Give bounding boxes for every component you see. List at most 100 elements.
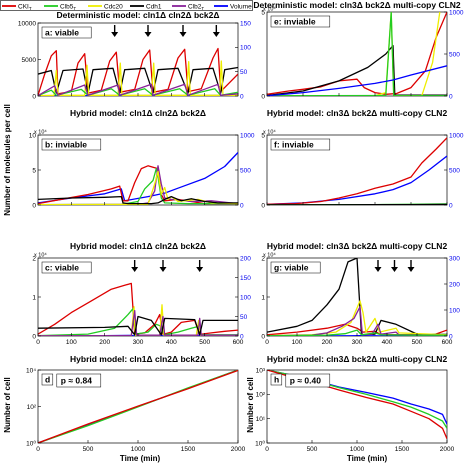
panel-label-b: b: inviable	[45, 140, 87, 150]
ytick-label-a-1: 5000	[22, 57, 37, 64]
series-line-a-3	[38, 60, 238, 96]
y2tick-label-c-2: 100	[240, 294, 251, 301]
panel-b: Hybrid model: cln1Δ cln2Δ bck2Δ 0 5 10x 10⁴…	[29, 108, 255, 209]
panel-label-c: c: viable	[45, 263, 79, 273]
xtick-label-d-1: 500	[83, 446, 94, 453]
division-arrow-head-g-1	[391, 267, 398, 272]
ytick-label-b-1: 5	[32, 167, 36, 174]
ytick-label-e-0: 0	[261, 93, 265, 100]
xtick-label-g-0: 0	[265, 339, 269, 346]
xtick-label-c-2: 200	[99, 339, 110, 346]
y2tick-label-a-0: 0	[240, 93, 244, 100]
y2tick-label-a-2: 100	[240, 45, 251, 52]
xtick-label-g-1: 100	[292, 339, 303, 346]
panel-label-box-f	[270, 138, 331, 151]
division-arrow-head-a-0	[111, 32, 119, 37]
panel-label-e: e: inviable	[274, 17, 316, 27]
ytick-label-d-1: 10²	[27, 404, 37, 411]
pvalue-box-h	[285, 373, 331, 388]
xtick-label-d-0: 0	[36, 446, 40, 453]
xtick-label-c-6: 600	[233, 339, 244, 346]
panel-label-box-e	[270, 15, 331, 28]
legend-label-1: Clb5T	[60, 3, 76, 11]
pvalue-h: p ≈ 0.40	[290, 376, 321, 386]
legend-label-2: Cdc20	[104, 3, 123, 10]
panel-label-box-h	[270, 373, 283, 386]
xtick-label-c-4: 400	[166, 339, 177, 346]
panel-label-box-g	[270, 261, 321, 274]
panel-a: Deterministic model: cln1Δ cln2Δ bck2Δ 0 5…	[18, 10, 251, 100]
xtick-label-h-0: 0	[265, 446, 269, 453]
y2tick-label-c-3: 150	[240, 275, 251, 282]
ytick-label-d-2: 10⁴	[26, 367, 36, 374]
panel-label-a: a: viable	[45, 28, 79, 38]
panel-title-d: Hybrid model: cln1Δ cln2Δ bck2Δ	[70, 354, 206, 364]
xtick-label-d-3: 1500	[181, 446, 196, 453]
panel-title-g: Hybrid model: cln3Δ bck2Δ multi-copy CLN…	[267, 241, 448, 251]
panel-label-f: f: inviable	[274, 140, 314, 150]
y2tick-label-e-1: 500	[449, 51, 460, 58]
ytick-label-h-1: 10¹	[256, 416, 266, 423]
y-exponent-b: x 10⁴	[34, 129, 47, 136]
ytick-label-a-0: 0	[32, 93, 36, 100]
ytick-label-g-0: 0	[261, 333, 265, 340]
ytick-label-h-0: 10⁰	[255, 439, 265, 447]
xtick-label-d-2: 1000	[131, 446, 146, 453]
series-line-b-5	[38, 195, 238, 205]
ytick-label-c-0: 0	[32, 333, 36, 340]
panel-e: Deterministic model: cln3Δ bck2Δ multi-c…	[253, 0, 463, 100]
xtick-label-c-0: 0	[36, 339, 40, 346]
y2tick-label-e-0: 0	[449, 93, 453, 100]
series-line-g-3	[267, 300, 447, 336]
y2tick-label-f-2: 1000	[449, 132, 464, 139]
ytick-label-c-2: 2	[32, 255, 36, 262]
series-line-b-2	[38, 167, 238, 205]
xtick-label-g-4: 400	[382, 339, 393, 346]
xtick-label-c-3: 300	[133, 339, 144, 346]
series-line-c-4	[38, 309, 238, 336]
xtick-label-c-1: 100	[66, 339, 77, 346]
legend: CKIT Clb5T Cdc20 Cdh1 Clb2T Volume	[0, 0, 253, 11]
panel-label-box-d	[41, 373, 54, 386]
legend-label-3: Cdh1	[146, 3, 162, 10]
legend-label-4: Clb2T	[188, 3, 204, 11]
ytick-label-g-2: 2	[261, 255, 265, 262]
y2tick-label-g-0: 0	[449, 333, 453, 340]
y2tick-label-g-2: 200	[449, 281, 460, 288]
series-line-g-2	[267, 258, 447, 336]
xtick-label-g-3: 300	[352, 339, 363, 346]
series-line-d-2	[38, 370, 238, 443]
series-line-e-1	[267, 44, 447, 96]
y-exponent-f: x 10⁴	[263, 129, 276, 136]
panel-title-a: Deterministic model: cln1Δ cln2Δ bck2Δ	[57, 10, 220, 20]
xlabel-time-right: Time (min)	[347, 454, 388, 463]
y2tick-label-c-1: 50	[240, 314, 248, 321]
panel-title-h: Hybrid model: cln3Δ bck2Δ multi-copy CLN…	[267, 354, 448, 364]
ytick-label-d-0: 10⁰	[26, 439, 36, 447]
y2tick-label-b-0: 0	[240, 202, 244, 209]
series-line-b-0	[38, 152, 238, 204]
xtick-label-d-4: 2000	[231, 446, 246, 453]
series-line-e-4	[267, 65, 447, 96]
panel-title-f: Hybrid model: cln3Δ bck2Δ multi-copy CLN…	[267, 108, 448, 118]
y2tick-label-b-1: 500	[240, 167, 251, 174]
xtick-label-g-6: 600	[442, 339, 453, 346]
y2tick-label-g-1: 100	[449, 307, 460, 314]
ytick-label-g-1: 1	[261, 294, 265, 301]
series-line-f-3	[267, 203, 447, 205]
panel-label-h: h	[274, 375, 279, 385]
xtick-label-c-5: 500	[199, 339, 210, 346]
panels: Deterministic model: cln1Δ cln2Δ bck2Δ 0 5…	[18, 0, 464, 453]
series-line-c-5	[38, 315, 238, 336]
panel-label-box-b	[41, 138, 102, 151]
legend-label-5: Volume	[230, 3, 252, 10]
xlabel-time-left: Time (min)	[120, 454, 161, 463]
xtick-label-g-5: 500	[412, 339, 423, 346]
legend-sub-1: T	[73, 6, 76, 11]
legend-label-0: CKIT	[18, 3, 32, 11]
series-line-a-1	[38, 47, 238, 96]
series-line-g-5	[267, 329, 447, 336]
division-arrow-head-a-1	[144, 32, 152, 37]
division-arrow-head-c-2	[196, 267, 204, 272]
